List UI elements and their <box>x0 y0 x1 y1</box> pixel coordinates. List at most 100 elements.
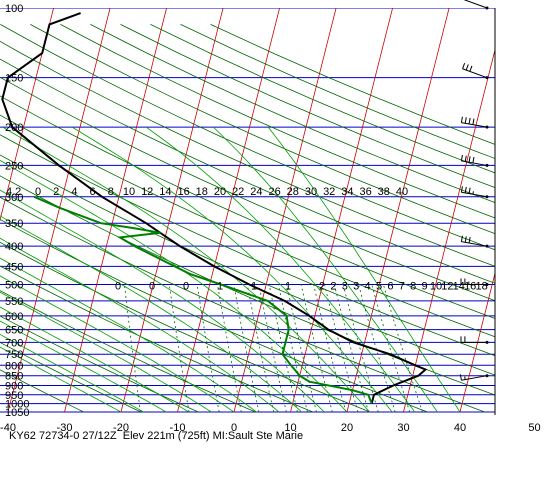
mixing-ratio-label: 14 <box>453 281 465 293</box>
mixing-ratio-label: 36 <box>359 186 371 198</box>
mixing-ratio-label: 6 <box>90 186 96 198</box>
wind-barb-flag <box>465 64 469 71</box>
wind-barb <box>460 235 489 248</box>
wind-barb-base <box>485 195 489 199</box>
mixing-ratio-label: 9 <box>422 281 428 293</box>
moist-adiabat-line <box>0 291 212 413</box>
isotherm-line <box>233 8 337 413</box>
pressure-tick-label: 500 <box>5 280 23 292</box>
wind-barb-flag <box>460 186 463 193</box>
mixing-ratio-label: 16 <box>464 281 476 293</box>
pressure-tick-label: 550 <box>5 296 23 308</box>
moist-adiabat-line <box>0 237 280 413</box>
isotherm-line <box>517 8 557 412</box>
wind-barb-flag <box>472 118 475 125</box>
moist-adiabat-line <box>2 126 370 413</box>
wind-barb-base <box>485 340 489 344</box>
mixing-ratio-line <box>268 284 298 413</box>
dry-adiabat-line <box>0 341 142 413</box>
mixing-ratio-label: 32 <box>323 186 335 198</box>
pressure-tick-label: 800 <box>5 360 23 372</box>
pressure-tick-label: 650 <box>5 325 23 337</box>
wind-barb-flag <box>459 374 462 381</box>
isotherm-line <box>64 8 167 413</box>
mixing-ratio-label: 10 <box>430 281 442 293</box>
pressure-tick-label: 600 <box>5 311 23 323</box>
pressure-tick-label: 100 <box>5 3 23 15</box>
mixing-ratio-label: 1 <box>251 281 257 293</box>
mixing-ratio-label: 5 <box>376 281 382 293</box>
wind-barb-flag <box>462 62 466 69</box>
wind-barb-flag <box>464 155 467 162</box>
wind-barb-base <box>485 6 489 10</box>
wind-barb-half-flag <box>472 191 474 195</box>
wind-barb-flag <box>464 117 467 124</box>
wind-barb <box>463 0 489 10</box>
pressure-tick-label: 950 <box>5 390 23 402</box>
isotherm-line <box>0 8 54 222</box>
dry-adiabat-line <box>0 76 495 302</box>
mixing-ratio-label: 6 <box>387 281 393 293</box>
wind-barb <box>460 336 489 344</box>
dry-adiabat-line <box>120 24 495 188</box>
wind-barb <box>462 62 489 80</box>
wind-barb-staff <box>461 375 488 381</box>
dry-adiabat-line <box>0 241 371 413</box>
dry-adiabat-line <box>90 24 495 204</box>
temperature-tick-label: -30 <box>57 422 73 434</box>
mixing-ratio-label: 4 <box>71 186 77 198</box>
mixing-ratio-label: 3 <box>353 281 359 293</box>
wind-barb-flag <box>464 236 467 243</box>
mixing-ratio-label: 0 <box>149 281 155 293</box>
mixing-ratio-label: 28 <box>287 186 299 198</box>
temperature-tick-label: 40 <box>454 422 466 434</box>
mixing-ratio-label: 26 <box>268 186 280 198</box>
mixing-ratio-label: 8 <box>410 281 416 293</box>
wind-barb <box>460 278 489 287</box>
wind-barb-half-flag <box>464 376 466 380</box>
dry-adiabat-line <box>0 95 495 319</box>
mixing-ratio-line <box>324 284 359 413</box>
wind-barb <box>460 116 489 129</box>
dry-adiabat-line <box>0 218 428 413</box>
pressure-tick-label: 1050 <box>5 407 29 419</box>
moist-adiabat-line <box>0 215 303 413</box>
temperature-tick-label: 30 <box>397 422 409 434</box>
station-footer: KY62 72734-0 27/12Z Elev 221m (725ft) MI… <box>9 430 304 442</box>
pressure-tick-label: 400 <box>5 241 23 253</box>
wind-barb-base <box>485 125 489 129</box>
pressure-tick-label: 250 <box>5 160 23 172</box>
wind-barb <box>460 154 489 167</box>
mixing-ratio-label: 12 <box>441 281 453 293</box>
wind-barb-flag <box>468 237 471 244</box>
pressure-tick-label: 300 <box>5 192 23 204</box>
mixing-ratio-label: 22 <box>232 186 244 198</box>
mixing-ratio-label: 14 <box>159 186 171 198</box>
pressure-tick-label: 150 <box>5 73 23 85</box>
wind-barb-flag <box>468 156 471 163</box>
mixing-ratio-line <box>196 284 220 413</box>
label-layer: 1001502002503003504004505005506006507007… <box>0 3 541 434</box>
temperature-tick-label: 10 <box>284 422 296 434</box>
dry-adiabat-line <box>0 315 199 413</box>
wind-barb-flag <box>464 186 467 194</box>
mixing-ratio-line <box>124 284 141 413</box>
isotherm-line <box>346 8 450 413</box>
profile-layer <box>1 12 428 404</box>
isotherm-line <box>403 48 495 413</box>
dry-adiabat-line <box>0 58 495 284</box>
moist-adiabat-line <box>0 189 325 413</box>
pressure-tick-label: 200 <box>5 122 23 134</box>
pressure-tick-label: 900 <box>5 381 23 393</box>
moist-adiabat-line <box>71 126 393 413</box>
dewpoint-profile <box>33 195 373 404</box>
mixing-ratio-label: 12 <box>141 186 153 198</box>
mixing-ratio-label: 2 <box>319 281 325 293</box>
mixing-ratio-line <box>313 284 347 413</box>
mixing-ratio-label: 0 <box>35 186 41 198</box>
mixing-ratio-label: 2 <box>330 281 336 293</box>
temperature-tick-label: -40 <box>0 422 16 434</box>
mixing-ratio-line <box>233 284 260 413</box>
mixing-ratio-label: 40 <box>396 186 408 198</box>
dry-adiabat-line <box>0 369 84 413</box>
